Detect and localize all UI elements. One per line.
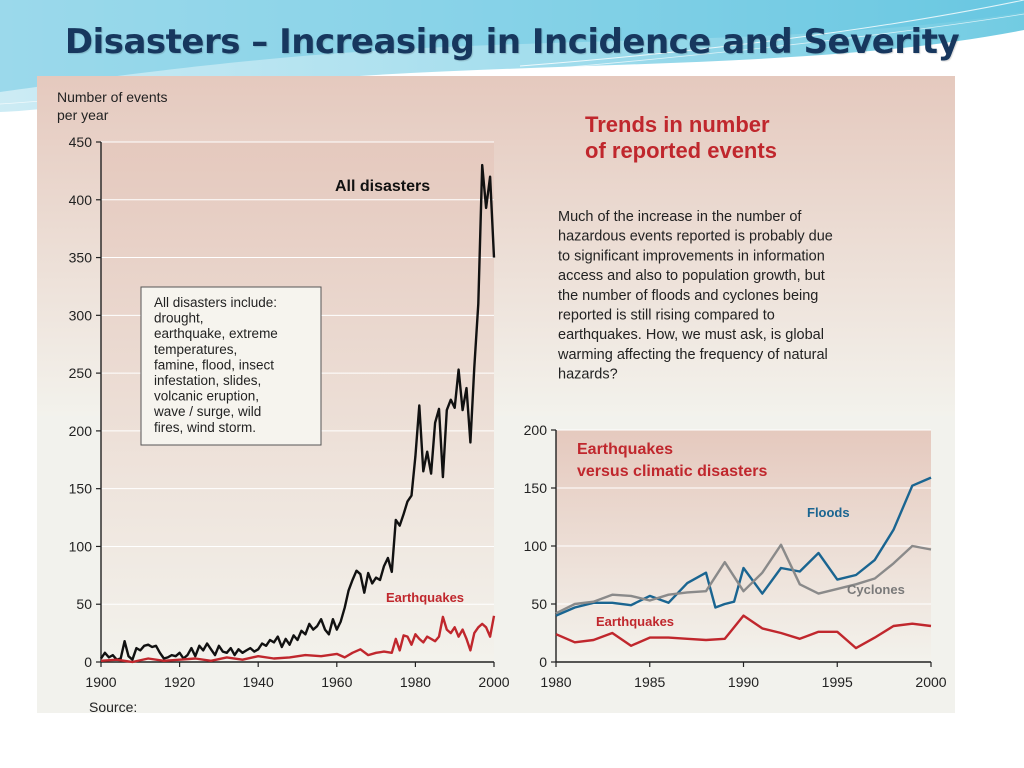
y-tick-label: 200 <box>69 423 93 439</box>
y-tick-label: 150 <box>524 480 548 496</box>
x-tick-label: 1985 <box>634 674 665 690</box>
note-box-line: All disasters include: <box>154 295 277 310</box>
inset-chart-title-line1: Earthquakes <box>577 441 673 458</box>
note-box-line: famine, flood, insect <box>154 357 274 372</box>
description-line: hazards? <box>558 367 618 383</box>
main-chart-axes: 0 50 100 150 200 250 300 350 400 450 1900 1920 1940 1… <box>69 134 510 690</box>
description-line: reported is still rising compared to <box>558 308 775 324</box>
x-tick-label: 2000 <box>478 674 509 690</box>
inset-chart-title-line2: versus climatic disasters <box>577 463 767 480</box>
series-line-cyclones <box>555 543 932 615</box>
note-box-line: drought, <box>154 311 204 326</box>
figure-heading-line2: of reported events <box>585 138 777 163</box>
y-tick-label: 250 <box>69 365 93 381</box>
y-tick-label: 350 <box>69 250 93 266</box>
y-tick-label: 0 <box>539 654 547 670</box>
x-tick-label: 2000 <box>915 674 946 690</box>
figure-heading-line1: Trends in number <box>585 112 770 137</box>
inset-chart-series <box>555 476 932 650</box>
note-box-line: temperatures, <box>154 342 237 357</box>
y-tick-label: 100 <box>69 538 93 554</box>
disaster-types-note-text: All disasters include:drought,earthquake… <box>153 295 278 435</box>
all-disasters-label: All disasters <box>335 178 430 195</box>
description-line: Much of the increase in the number of <box>558 209 802 225</box>
x-tick-label: 1995 <box>822 674 853 690</box>
main-chart-series <box>100 163 496 664</box>
disaster-types-note-box <box>140 286 322 446</box>
x-tick-label: 1920 <box>164 674 195 690</box>
y-tick-label: 150 <box>69 481 93 497</box>
series-line-floods <box>555 476 932 617</box>
disaster-trends-figure: 0 50 100 150 200 250 300 350 400 450 1900 1920 1940 1… <box>37 76 955 713</box>
series-line-earthquakes <box>555 614 932 650</box>
x-tick-label: 1940 <box>243 674 274 690</box>
description-line: the number of floods and cyclones being <box>558 288 818 304</box>
description-line: earthquakes. How, we must ask, is global <box>558 327 824 343</box>
slide-title: Disasters – Increasing in Incidence and … <box>64 22 960 62</box>
inset-chart-axes: 0 50 100 150 200 1980 1985 1990 1995 2000 <box>524 422 947 690</box>
x-tick-label: 1900 <box>85 674 116 690</box>
y-tick-label: 400 <box>69 192 93 208</box>
earthquakes-label-inset: Earthquakes <box>596 614 674 629</box>
y-tick-label: 450 <box>69 134 93 150</box>
x-tick-label: 1980 <box>540 674 571 690</box>
note-box-line: fires, wind storm. <box>154 420 256 435</box>
description-line: to significant improvements in informati… <box>558 248 825 264</box>
y-tick-label: 200 <box>524 422 548 438</box>
x-tick-label: 1990 <box>728 674 759 690</box>
y-tick-label: 300 <box>69 307 93 323</box>
earthquakes-label-main: Earthquakes <box>386 590 464 605</box>
x-tick-label: 1960 <box>321 674 352 690</box>
description-line: hazardous events reported is probably du… <box>558 229 833 245</box>
figure-description: Much of the increase in the number of haz… <box>557 209 833 383</box>
y-tick-label: 100 <box>524 538 548 554</box>
floods-label: Floods <box>807 505 850 520</box>
main-chart-ylabel-line1: Number of events <box>57 89 168 105</box>
y-tick-label: 50 <box>76 596 92 612</box>
x-tick-label: 1980 <box>400 674 431 690</box>
note-box-line: wave / surge, wild <box>153 404 261 419</box>
source-label: Source: <box>89 699 137 713</box>
description-line: access and also to population growth, bu… <box>558 268 825 284</box>
series-line-all-disasters <box>100 163 496 661</box>
main-chart-ylabel-line2: per year <box>57 107 109 123</box>
cyclones-label: Cyclones <box>847 582 905 597</box>
note-box-line: volcanic eruption, <box>154 389 259 404</box>
y-tick-label: 50 <box>531 596 547 612</box>
series-line-earthquakes <box>100 615 496 664</box>
description-line: warming affecting the frequency of natur… <box>557 347 828 363</box>
y-tick-label: 0 <box>84 654 92 670</box>
note-box-line: infestation, slides, <box>154 373 261 388</box>
note-box-line: earthquake, extreme <box>154 326 278 341</box>
